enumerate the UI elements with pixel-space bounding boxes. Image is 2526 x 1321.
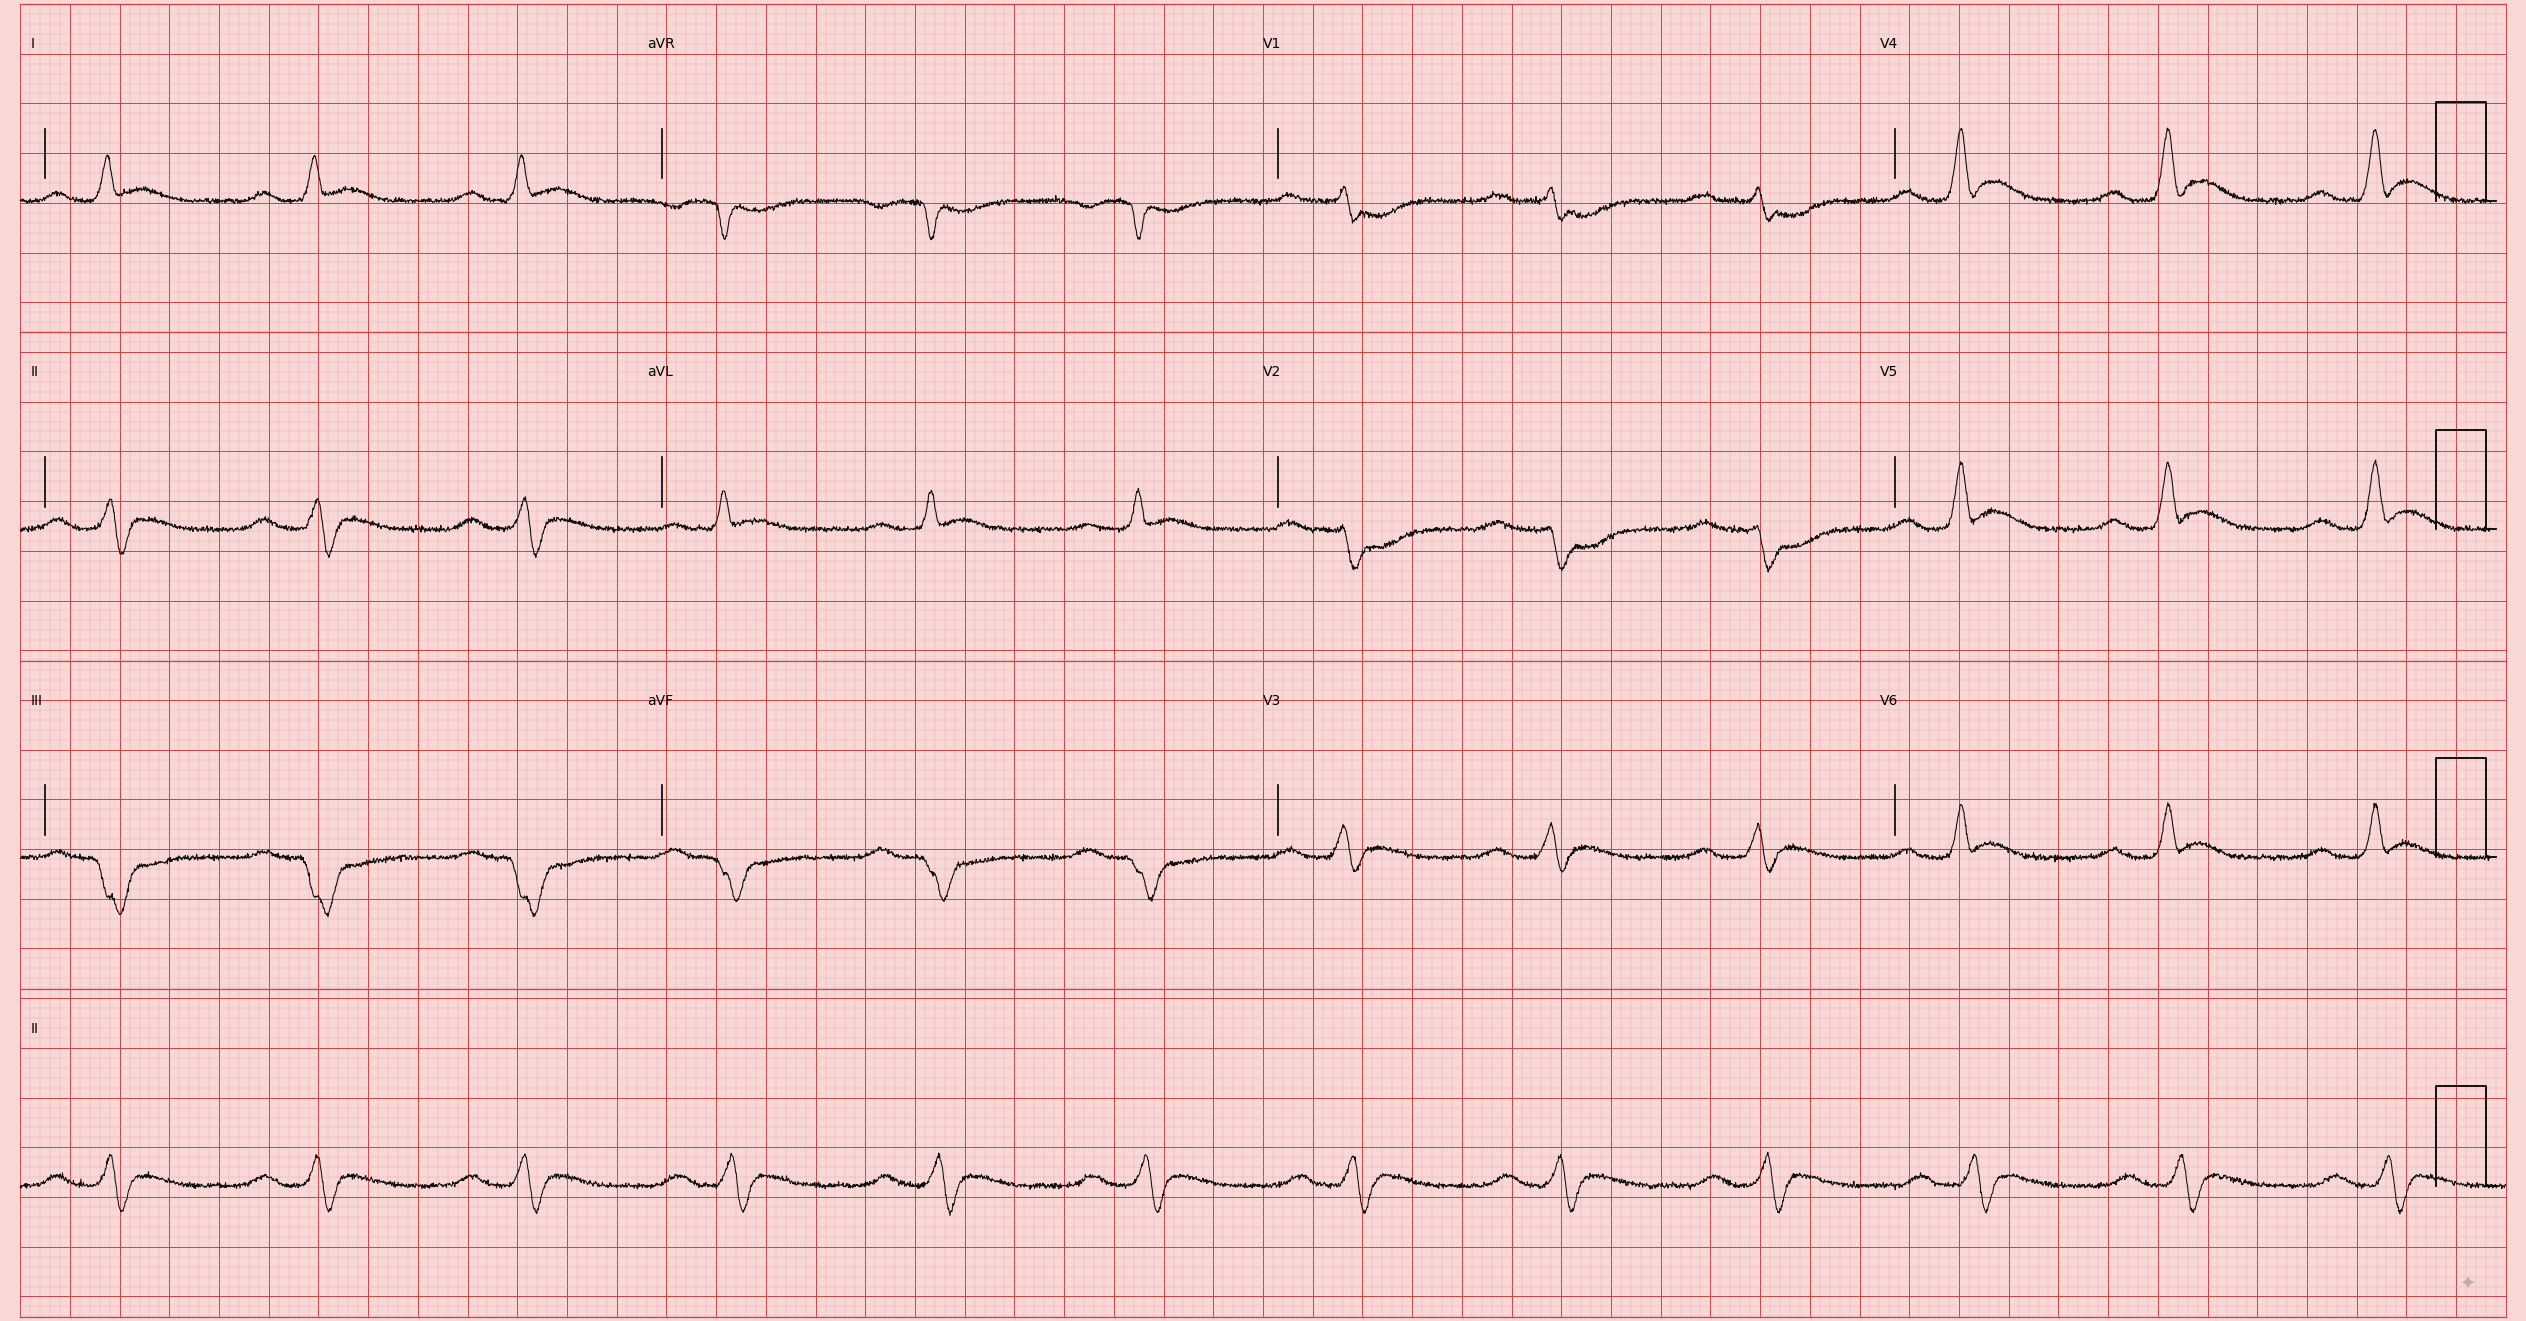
Text: III: III — [30, 694, 43, 708]
Text: V3: V3 — [1263, 694, 1281, 708]
Text: aVR: aVR — [647, 37, 674, 52]
Text: I: I — [30, 37, 35, 52]
Text: V1: V1 — [1263, 37, 1281, 52]
Text: II: II — [30, 1022, 38, 1036]
Text: V5: V5 — [1879, 366, 1897, 379]
Text: aVL: aVL — [647, 366, 672, 379]
Text: V4: V4 — [1879, 37, 1897, 52]
Text: ✦: ✦ — [2460, 1273, 2475, 1292]
Text: V6: V6 — [1879, 694, 1897, 708]
Text: II: II — [30, 366, 38, 379]
Text: V2: V2 — [1263, 366, 1281, 379]
Text: aVF: aVF — [647, 694, 672, 708]
